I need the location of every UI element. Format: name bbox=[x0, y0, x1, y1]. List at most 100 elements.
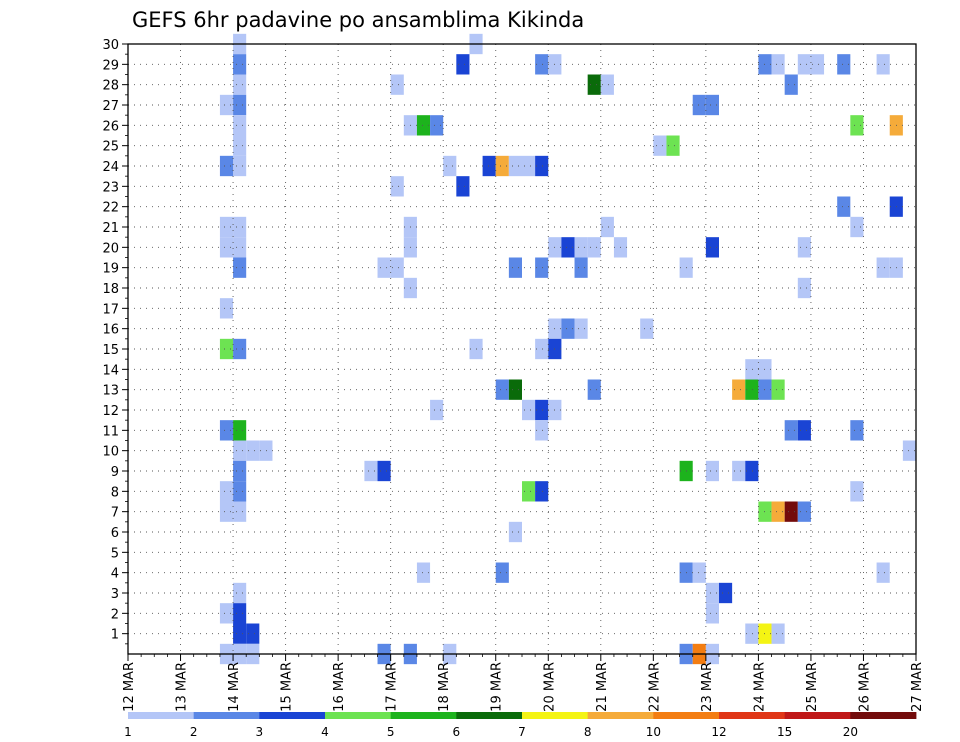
y-tick-label: 4 bbox=[111, 567, 119, 582]
colorbar-label: 4 bbox=[321, 725, 329, 739]
colorbar-swatch bbox=[456, 712, 523, 719]
precip-cell bbox=[377, 257, 391, 278]
precip-cell bbox=[850, 115, 864, 136]
precip-cell bbox=[797, 420, 811, 441]
y-tick-label: 2 bbox=[111, 607, 119, 622]
precip-cell bbox=[233, 481, 247, 502]
y-tick-label: 3 bbox=[111, 587, 119, 602]
precip-cell bbox=[219, 298, 234, 319]
precip-cell bbox=[600, 74, 614, 95]
precip-cell bbox=[837, 196, 851, 217]
x-tick-label: 19 MAR bbox=[490, 662, 505, 712]
precip-cell bbox=[508, 155, 522, 177]
x-tick-label: 18 MAR bbox=[437, 662, 452, 712]
y-tick-label: 28 bbox=[102, 79, 119, 94]
precip-cell bbox=[535, 399, 549, 421]
precip-cell bbox=[233, 460, 247, 482]
x-tick-label: 22 MAR bbox=[647, 662, 662, 712]
y-tick-label: 25 bbox=[102, 140, 119, 155]
precip-cell bbox=[233, 501, 247, 522]
precip-cell bbox=[692, 562, 706, 583]
y-tick-label: 6 bbox=[111, 526, 119, 541]
y-tick-label: 21 bbox=[102, 221, 119, 236]
precip-cell bbox=[495, 155, 509, 177]
precip-cell bbox=[416, 115, 431, 136]
precip-cell bbox=[535, 338, 549, 360]
colorbar-swatch bbox=[128, 712, 195, 719]
precip-cell bbox=[219, 155, 234, 177]
precip-cell bbox=[495, 379, 509, 400]
precip-cell bbox=[233, 338, 247, 360]
y-tick-label: 10 bbox=[102, 445, 119, 460]
precip-cell bbox=[390, 176, 404, 197]
colorbar-label: 1 bbox=[124, 725, 132, 739]
precip-cell bbox=[771, 501, 785, 522]
colorbar-swatch bbox=[325, 712, 392, 719]
precip-cell bbox=[456, 176, 470, 197]
y-tick-label: 18 bbox=[102, 282, 119, 297]
precip-cell bbox=[797, 237, 811, 258]
precip-cell bbox=[876, 54, 890, 75]
y-tick-label: 17 bbox=[102, 302, 119, 317]
y-tick-label: 16 bbox=[102, 323, 119, 338]
precip-cell bbox=[219, 237, 234, 258]
x-tick-label: 24 MAR bbox=[752, 662, 767, 712]
precip-cell bbox=[876, 562, 890, 583]
y-tick-label: 1 bbox=[111, 628, 119, 643]
x-tick-label: 17 MAR bbox=[385, 662, 400, 712]
precip-cell bbox=[233, 623, 247, 644]
precip-cell bbox=[233, 54, 247, 75]
colorbar-swatch bbox=[850, 712, 917, 719]
precip-cell bbox=[719, 582, 733, 604]
y-tick-label: 8 bbox=[111, 485, 119, 500]
colorbar-swatch bbox=[259, 712, 326, 719]
precip-cell bbox=[259, 440, 273, 461]
precip-cell bbox=[587, 74, 601, 95]
precip-cell bbox=[219, 501, 234, 522]
colorbar-label: 6 bbox=[453, 725, 461, 739]
precip-cell bbox=[233, 257, 247, 278]
precip-cell bbox=[600, 216, 614, 238]
x-tick-label: 16 MAR bbox=[332, 662, 347, 712]
precip-cell bbox=[233, 216, 247, 238]
y-tick-label: 23 bbox=[102, 180, 119, 195]
precip-cell bbox=[482, 155, 496, 177]
y-tick-label: 11 bbox=[102, 424, 119, 439]
precip-cell bbox=[797, 54, 811, 75]
y-tick-label: 20 bbox=[102, 241, 119, 256]
precip-cell bbox=[561, 237, 575, 258]
precip-cell bbox=[732, 460, 746, 482]
colorbar-label: 3 bbox=[256, 725, 264, 739]
precip-cell bbox=[745, 460, 759, 482]
precip-cell bbox=[850, 481, 864, 502]
precip-cell bbox=[430, 115, 444, 136]
precip-cell bbox=[653, 135, 667, 156]
precip-cell bbox=[535, 257, 549, 278]
precip-cell bbox=[522, 399, 536, 421]
colorbar-swatch bbox=[390, 712, 457, 719]
precip-cell bbox=[561, 318, 575, 339]
precip-cell bbox=[784, 420, 798, 441]
precip-cell bbox=[745, 623, 759, 644]
colorbar-swatch bbox=[653, 712, 720, 719]
colorbar-label: 15 bbox=[777, 725, 792, 739]
colorbar-label: 2 bbox=[190, 725, 198, 739]
x-tick-label: 23 MAR bbox=[700, 662, 715, 712]
precip-cell bbox=[902, 440, 916, 461]
precip-cell bbox=[705, 460, 719, 482]
precip-cell bbox=[390, 257, 404, 278]
precip-cell bbox=[745, 379, 759, 400]
precip-cell bbox=[797, 501, 811, 522]
precip-cell bbox=[233, 440, 247, 461]
y-tick-label: 13 bbox=[102, 384, 119, 399]
precip-cell bbox=[810, 54, 825, 75]
data-cells bbox=[219, 33, 916, 665]
precip-cell bbox=[508, 257, 522, 278]
precip-cell bbox=[233, 582, 247, 604]
precip-cell bbox=[745, 359, 759, 380]
x-tick-label: 15 MAR bbox=[280, 662, 295, 712]
colorbar-swatch bbox=[784, 712, 851, 719]
x-axis: 12 MAR 13 MAR 14 MAR 15 MAR 16 MAR 17 MAR 18 M… bbox=[122, 654, 925, 712]
precip-cell bbox=[233, 237, 247, 258]
